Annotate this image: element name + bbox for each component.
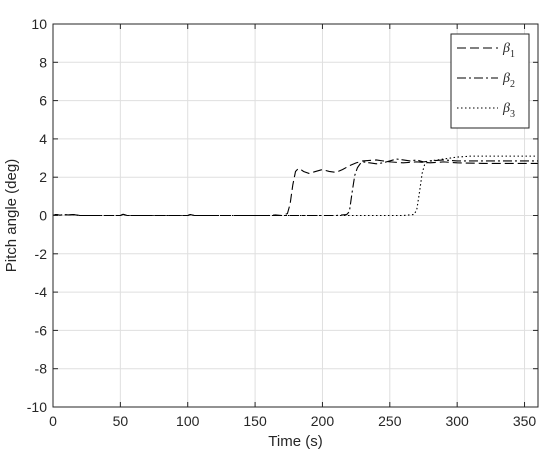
y-tick-label: -4 (35, 284, 48, 300)
y-tick-label: 4 (39, 131, 47, 147)
y-tick-label: -2 (35, 246, 48, 262)
x-tick-label: 0 (49, 413, 57, 429)
series-line-3 (52, 155, 538, 217)
y-tick-label: 2 (39, 169, 47, 185)
x-tick-label: 300 (445, 413, 469, 429)
legend-label-2: β2 (502, 71, 515, 90)
legend-label-symbol: β (502, 71, 510, 86)
y-tick-label: 8 (39, 54, 47, 70)
y-axis-label: Pitch angle (deg) (3, 159, 20, 272)
legend-label-1: β1 (502, 41, 515, 60)
legend-label-subscript: 1 (510, 49, 515, 60)
legend-label-symbol: β (502, 41, 510, 56)
y-tick-label: -10 (27, 399, 47, 415)
x-tick-label: 250 (378, 413, 402, 429)
legend-label-symbol: β (502, 101, 510, 116)
y-tick-label: 0 (39, 208, 47, 224)
x-axis-label: Time (s) (268, 433, 322, 450)
legend-label-subscript: 2 (510, 79, 515, 90)
x-tick-label: 150 (243, 413, 267, 429)
y-tick-label: -6 (35, 322, 48, 338)
x-tick-label: 50 (113, 413, 129, 429)
y-tick-label: 6 (39, 93, 47, 109)
y-tick-label: -8 (35, 361, 48, 377)
axis-ticks: 0 50 100 150 200 250 300 350 -10 -8 -6 -4 -2 0 2 4 6 8 10 (27, 16, 538, 429)
legend-box (450, 33, 530, 129)
legend-label-3: β3 (502, 101, 515, 120)
x-tick-label: 100 (176, 413, 200, 429)
y-tick-label: 10 (31, 16, 47, 32)
x-tick-label: 350 (513, 413, 537, 429)
series-line-2 (52, 158, 538, 217)
x-tick-label: 200 (311, 413, 335, 429)
data-series (52, 155, 538, 217)
legend-label-subscript: 3 (510, 109, 515, 120)
